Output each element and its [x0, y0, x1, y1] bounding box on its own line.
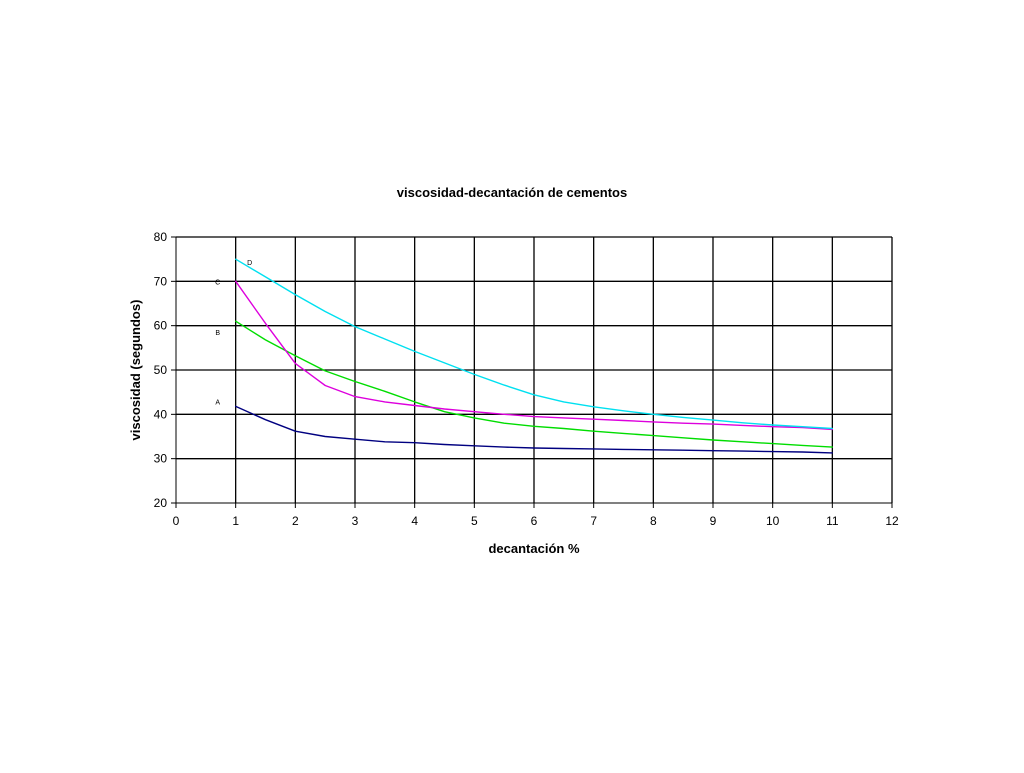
x-tick-label-10: 10: [766, 514, 780, 528]
series-line-a: [234, 405, 833, 454]
x-tick-label-12: 12: [885, 514, 899, 528]
series-line-c: [234, 280, 833, 431]
curve-labels: A B C D: [215, 260, 252, 406]
curve-label-a: A: [215, 399, 220, 406]
y-tick-label-40: 40: [154, 407, 168, 421]
chart-title: viscosidad-decantación de cementos: [397, 185, 627, 200]
x-tick-label-0: 0: [173, 514, 180, 528]
x-tick-label-1: 1: [232, 514, 239, 528]
curve-label-d: D: [247, 260, 252, 267]
y-tick-label-20: 20: [154, 496, 168, 510]
curve-label-c: C: [215, 279, 220, 286]
y-tick-label-70: 70: [154, 274, 168, 288]
curve-label-b: B: [215, 330, 220, 337]
series-line-d: [234, 258, 833, 430]
x-tick-label-7: 7: [590, 514, 597, 528]
series-line-b: [234, 320, 833, 448]
x-tick-label-11: 11: [826, 514, 839, 528]
series-group: [234, 258, 833, 454]
x-tick-label-6: 6: [531, 514, 538, 528]
x-axis-title: decantación %: [488, 541, 579, 556]
x-tick-label-2: 2: [292, 514, 299, 528]
x-tick-label-8: 8: [650, 514, 657, 528]
y-tick-label-60: 60: [154, 319, 168, 333]
x-tick-label-3: 3: [352, 514, 359, 528]
y-tick-label-50: 50: [154, 363, 168, 377]
x-tick-label-5: 5: [471, 514, 478, 528]
grid: [176, 236, 893, 503]
y-tick-label-80: 80: [154, 230, 168, 244]
y-tick-label-30: 30: [154, 452, 168, 466]
y-axis-title: viscosidad (segundos): [128, 300, 143, 441]
x-tick-label-9: 9: [710, 514, 717, 528]
x-tick-label-4: 4: [411, 514, 418, 528]
